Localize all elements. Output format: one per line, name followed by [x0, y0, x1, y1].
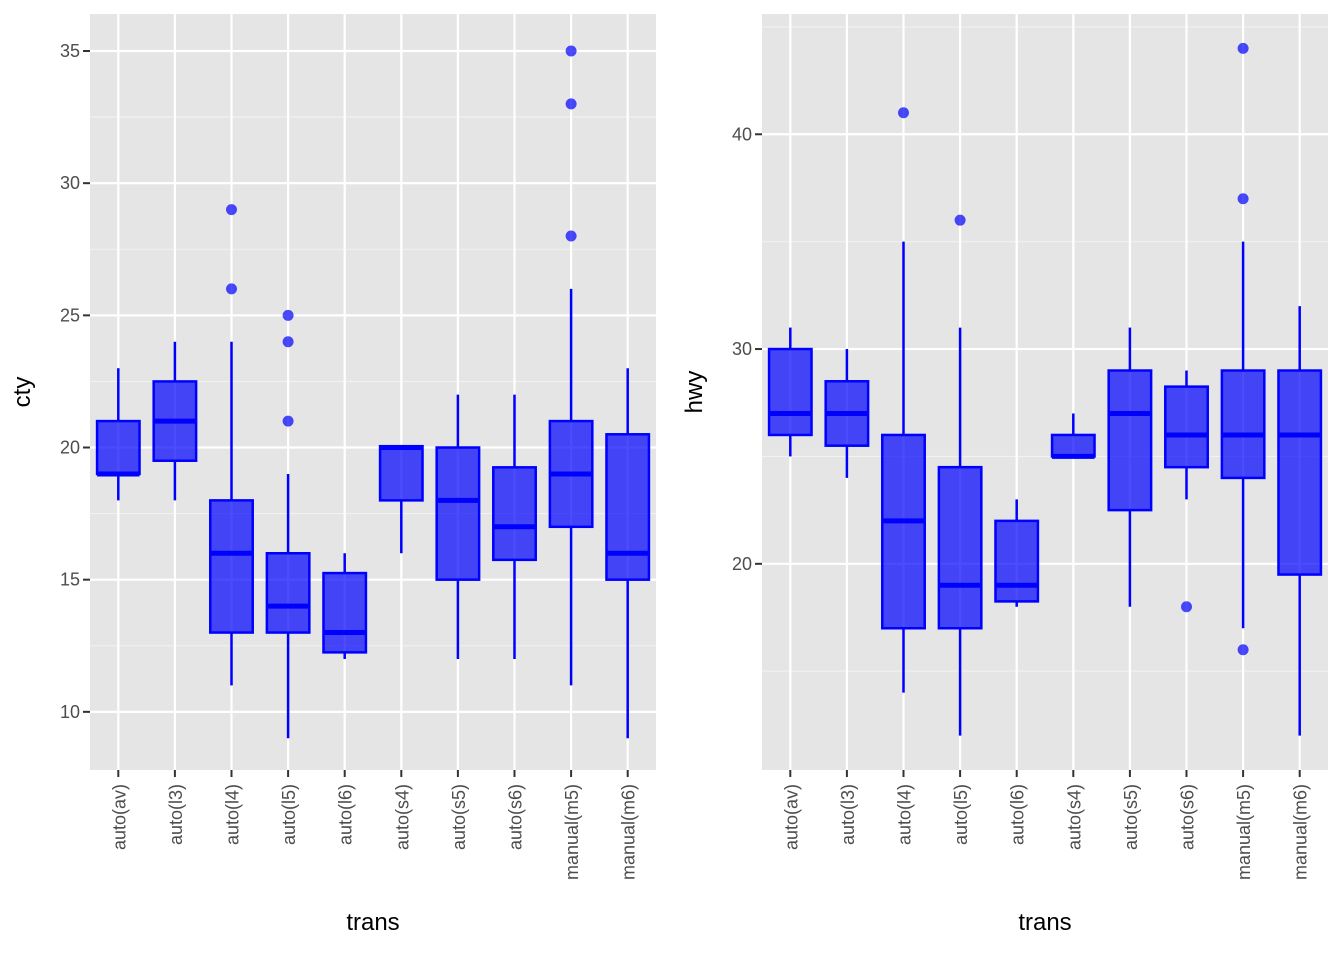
x-tick-label: auto(av) [781, 784, 801, 850]
x-tick-label: manual(m6) [1291, 784, 1311, 880]
box-iqr [1050, 433, 1096, 458]
box-iqr [322, 571, 368, 654]
x-axis-title: trans [346, 909, 399, 936]
boxplot-manual(m5) [1220, 42, 1266, 656]
x-tick-label: auto(l3) [166, 784, 186, 845]
x-tick-label: auto(l6) [1008, 784, 1028, 845]
x-tick-label: auto(s5) [449, 784, 469, 850]
box-iqr [492, 466, 537, 562]
box-iqr [435, 446, 481, 581]
boxplot-auto(s6) [492, 394, 537, 659]
box-iqr [767, 347, 813, 437]
boxplot-auto(l3) [824, 349, 870, 478]
boxplot-auto(l6) [994, 499, 1040, 607]
y-axis-title: cty [9, 377, 36, 408]
boxplot-auto(s5) [1107, 327, 1153, 607]
y-tick-label: 10 [60, 702, 80, 722]
panel-cty: 10 15 20 25 30 35 auto(av) auto(l3) auto(l4) auto… [9, 14, 656, 936]
outlier-point [565, 45, 577, 57]
box-iqr [1107, 369, 1153, 512]
boxplot-manual(m6) [605, 368, 651, 739]
y-tick-label: 40 [732, 124, 752, 144]
outlier-point [1237, 644, 1249, 656]
outlier-point [282, 415, 294, 427]
box-iqr [937, 465, 983, 630]
outlier-point [226, 283, 237, 295]
x-tick-label: auto(l3) [838, 784, 858, 845]
x-tick-label: manual(m6) [619, 784, 639, 880]
outlier-point [565, 230, 577, 242]
y-tick-label: 30 [732, 339, 752, 359]
outlier-point [226, 204, 237, 216]
x-tick-label: auto(s4) [392, 784, 412, 850]
box-iqr [265, 551, 311, 634]
outlier-point [1237, 193, 1249, 205]
x-tick-label: auto(av) [109, 784, 129, 850]
y-tick-label: 15 [60, 570, 80, 590]
y-tick-label: 20 [732, 554, 752, 574]
box-iqr [209, 499, 254, 634]
box-iqr [1277, 369, 1323, 576]
x-tick-label: auto(s6) [506, 784, 526, 850]
boxplot-auto(l4) [209, 204, 254, 686]
boxplot-auto(av) [767, 327, 813, 457]
x-tick-label: auto(l5) [279, 784, 299, 845]
boxplot-auto(l3) [152, 341, 198, 501]
outlier-point [282, 336, 294, 348]
outlier-point [282, 309, 294, 321]
boxplot-auto(l4) [881, 107, 926, 693]
box-iqr [95, 419, 141, 476]
box-iqr [994, 519, 1040, 603]
y-axis-title: hwy [681, 371, 708, 414]
y-tick-label: 25 [60, 305, 80, 325]
outlier-point [1237, 42, 1249, 54]
box-iqr [1220, 369, 1266, 480]
x-axis-title: trans [1018, 909, 1071, 936]
x-tick-label: manual(m5) [562, 784, 582, 880]
outlier-point [565, 98, 577, 110]
panel-hwy: 20 30 40 auto(av) auto(l3) auto(l4) auto(l5) au… [681, 14, 1328, 936]
x-tick-label: auto(s6) [1178, 784, 1198, 850]
boxplot-auto(s4) [378, 444, 424, 554]
boxplot-auto(l6) [322, 553, 368, 659]
boxplot-auto(s5) [435, 394, 481, 659]
x-tick-label: auto(l4) [895, 784, 915, 845]
boxplot-auto(av) [95, 368, 141, 501]
y-tick-label: 30 [60, 173, 80, 193]
boxplot-auto(l5) [937, 214, 983, 736]
outlier-point [898, 107, 909, 119]
boxplot-auto(s6) [1164, 370, 1209, 613]
x-tick-label: auto(s5) [1121, 784, 1141, 850]
boxplot-auto(l5) [265, 309, 311, 739]
outlier-point [1181, 601, 1192, 613]
x-tick-label: auto(l4) [223, 784, 243, 845]
box-iqr [378, 444, 424, 502]
x-tick-label: auto(l5) [951, 784, 971, 845]
boxplot-auto(s4) [1050, 413, 1096, 459]
box-iqr [881, 433, 926, 630]
boxplot-manual(m6) [1277, 306, 1323, 736]
x-tick-label: auto(l6) [336, 784, 356, 845]
x-tick-label: auto(s4) [1064, 784, 1084, 850]
box-iqr [1164, 385, 1209, 469]
boxplot-manual(m5) [548, 45, 594, 686]
outlier-point [954, 214, 966, 226]
box-iqr [605, 433, 651, 581]
y-tick-label: 20 [60, 438, 80, 458]
x-tick-label: manual(m5) [1234, 784, 1254, 880]
y-tick-label: 35 [60, 41, 80, 61]
